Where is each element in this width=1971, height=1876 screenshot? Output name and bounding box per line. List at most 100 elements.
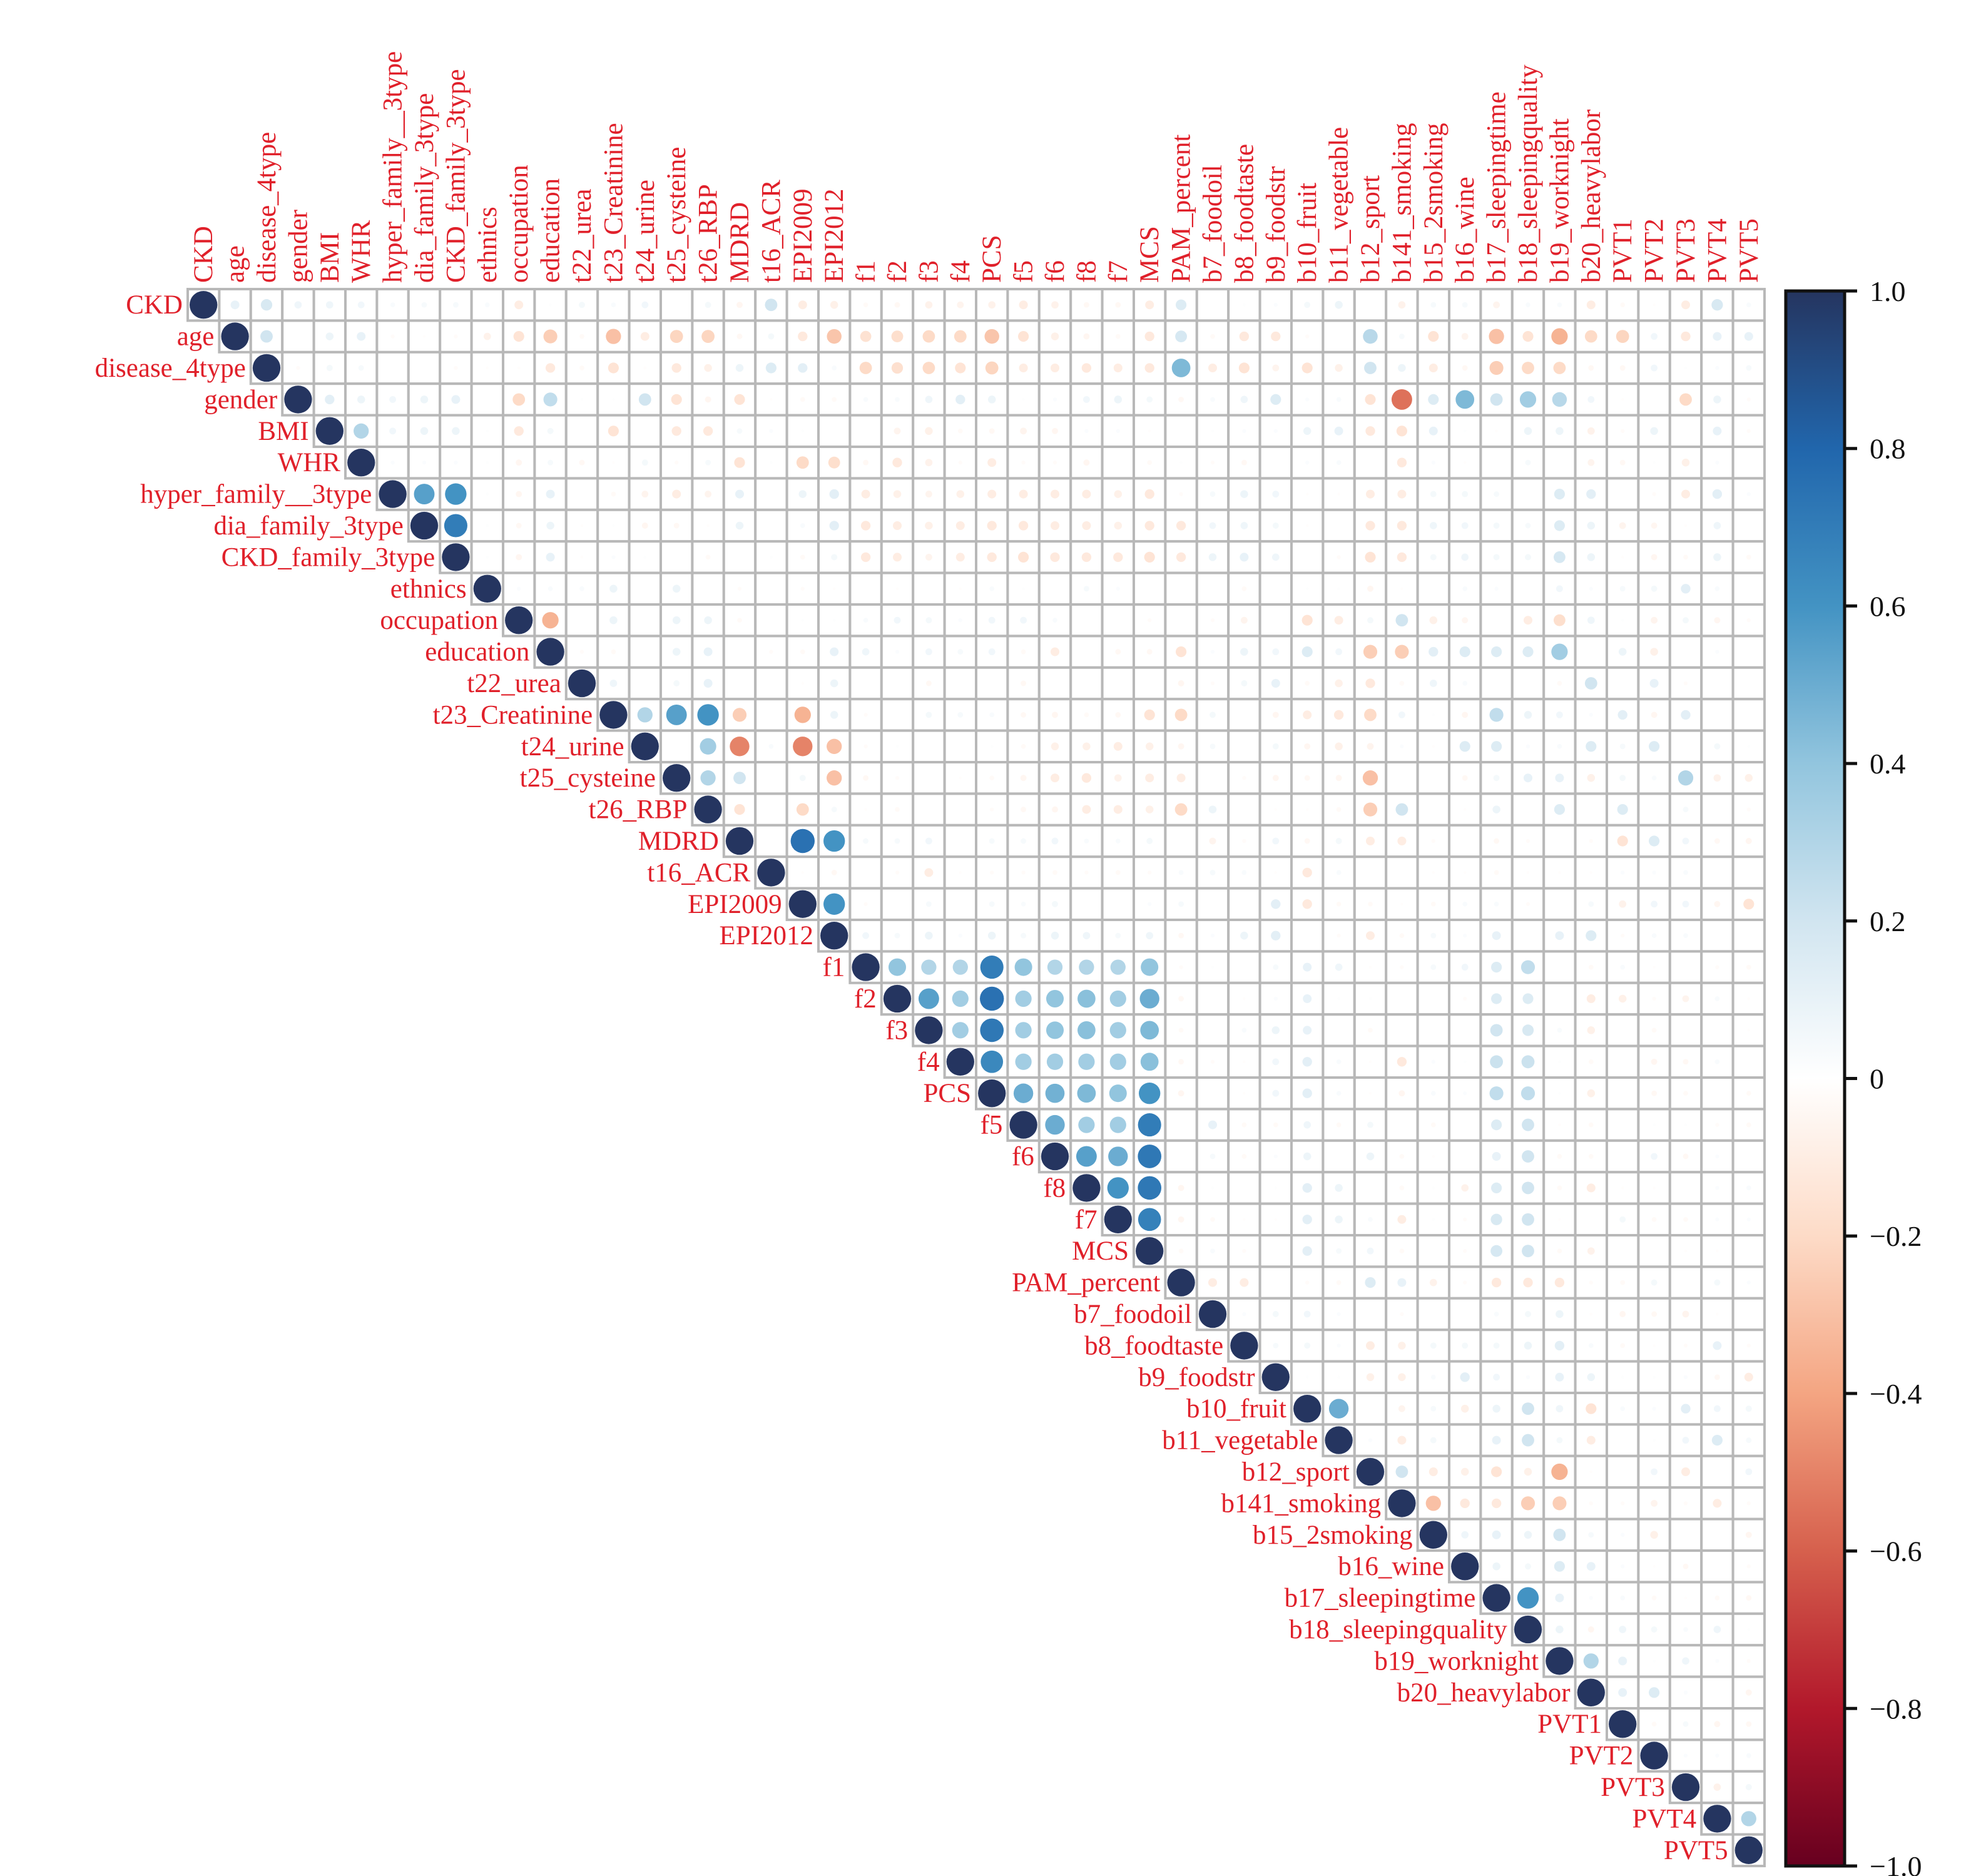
- correlation-circle: [390, 334, 395, 339]
- correlation-circle: [1491, 1466, 1502, 1477]
- correlation-circle: [701, 330, 715, 343]
- correlation-circle: [325, 394, 335, 405]
- correlation-circle: [1683, 1153, 1689, 1160]
- cell: [1353, 855, 1388, 890]
- correlation-circle: [1270, 394, 1281, 405]
- correlation-circle: [1744, 332, 1753, 341]
- correlation-circle: [1461, 1531, 1469, 1539]
- cell: [1731, 919, 1766, 953]
- cell: [880, 666, 915, 701]
- correlation-circle: [1556, 1437, 1563, 1444]
- correlation-circle: [829, 521, 839, 531]
- correlation-circle: [1335, 679, 1343, 688]
- colorbar-tick-label: 0.4: [1870, 748, 1906, 780]
- correlation-circle: [1524, 1531, 1532, 1539]
- correlation-circle: [1429, 680, 1437, 687]
- cell: [880, 887, 915, 921]
- cell: [1731, 571, 1766, 606]
- column-label: f5: [1009, 260, 1039, 283]
- column-label: occupation: [504, 165, 534, 283]
- diagonal-circle: [820, 922, 848, 950]
- correlation-circle: [703, 426, 713, 436]
- correlation-circle: [1715, 650, 1719, 654]
- correlation-circle: [955, 394, 965, 405]
- correlation-circle: [516, 554, 522, 561]
- cell: [1574, 792, 1609, 827]
- correlation-circle: [1337, 1312, 1341, 1317]
- correlation-circle: [444, 514, 467, 538]
- diagonal-circle: [1104, 1205, 1132, 1233]
- diagonal-circle: [1230, 1332, 1258, 1360]
- cell: [1416, 1013, 1451, 1048]
- correlation-circle: [1273, 1122, 1278, 1128]
- correlation-circle: [1113, 742, 1123, 751]
- correlation-circle: [1462, 302, 1468, 308]
- correlation-circle: [1715, 1123, 1719, 1127]
- correlation-circle: [1015, 1022, 1032, 1039]
- correlation-circle: [1274, 1218, 1278, 1221]
- correlation-circle: [1305, 587, 1309, 591]
- cell: [1700, 1675, 1734, 1710]
- correlation-circle: [1747, 1628, 1751, 1631]
- cell: [1448, 823, 1482, 859]
- diagonal-circle: [1388, 1489, 1416, 1517]
- cell: [1322, 446, 1356, 480]
- correlation-circle: [1368, 901, 1373, 907]
- correlation-circle: [1551, 643, 1568, 660]
- correlation-circle: [922, 330, 935, 343]
- correlation-circle: [1494, 870, 1499, 875]
- correlation-circle: [1463, 808, 1467, 811]
- correlation-circle: [1741, 1811, 1756, 1827]
- correlation-circle: [1653, 303, 1656, 307]
- column-label: ethnics: [473, 206, 502, 283]
- correlation-circle: [863, 713, 868, 717]
- correlation-circle: [1525, 554, 1531, 561]
- correlation-circle: [612, 398, 615, 401]
- correlation-circle: [1365, 678, 1375, 688]
- correlation-circle: [390, 461, 395, 465]
- correlation-circle: [1335, 300, 1343, 309]
- correlation-circle: [1746, 1501, 1751, 1506]
- correlation-circle: [1018, 331, 1029, 342]
- correlation-circle: [1650, 427, 1658, 436]
- correlation-circle: [1489, 1086, 1504, 1101]
- correlation-circle: [1520, 1086, 1536, 1101]
- correlation-circle: [925, 711, 932, 718]
- correlation-circle: [1208, 805, 1217, 813]
- correlation-circle: [1367, 585, 1373, 592]
- correlation-circle: [1146, 396, 1153, 403]
- correlation-circle: [1554, 1340, 1565, 1351]
- column-labels: CKD age disease_4type gender BMI WHR hyper_fam…: [189, 51, 1764, 283]
- correlation-circle: [922, 362, 935, 374]
- cell: [1542, 887, 1577, 921]
- correlation-circle: [1240, 490, 1248, 498]
- row-label: b8_foodtaste: [1084, 1331, 1223, 1360]
- correlation-circle: [1713, 1499, 1722, 1508]
- correlation-circle: [1460, 1372, 1470, 1382]
- correlation-circle: [1084, 870, 1089, 875]
- row-label: b20_heavylabor: [1397, 1678, 1571, 1708]
- correlation-circle: [1082, 521, 1091, 531]
- correlation-circle: [580, 556, 584, 559]
- correlation-circle: [580, 524, 584, 528]
- diagonal-circle: [1671, 1773, 1700, 1802]
- correlation-circle: [1746, 429, 1751, 433]
- correlation-circle: [1522, 1245, 1534, 1258]
- correlation-circle: [1462, 775, 1468, 781]
- correlation-circle: [1653, 1186, 1656, 1190]
- diagonal-circle: [1356, 1457, 1385, 1486]
- colorbar-gradient: [1784, 289, 1846, 1868]
- correlation-circle: [1461, 522, 1469, 529]
- cell: [660, 540, 694, 574]
- row-label: t22_urea: [467, 669, 561, 698]
- cell: [1195, 288, 1230, 322]
- correlation-circle: [1651, 1027, 1657, 1033]
- row-label: b141_smoking: [1221, 1489, 1382, 1518]
- row-label: EPI2012: [720, 921, 814, 951]
- row-label: b12_sport: [1242, 1457, 1350, 1487]
- correlation-circle: [484, 302, 490, 308]
- correlation-circle: [1491, 1277, 1502, 1288]
- correlation-circle: [1746, 1122, 1751, 1128]
- cell: [1606, 1454, 1640, 1489]
- cell: [1227, 698, 1261, 732]
